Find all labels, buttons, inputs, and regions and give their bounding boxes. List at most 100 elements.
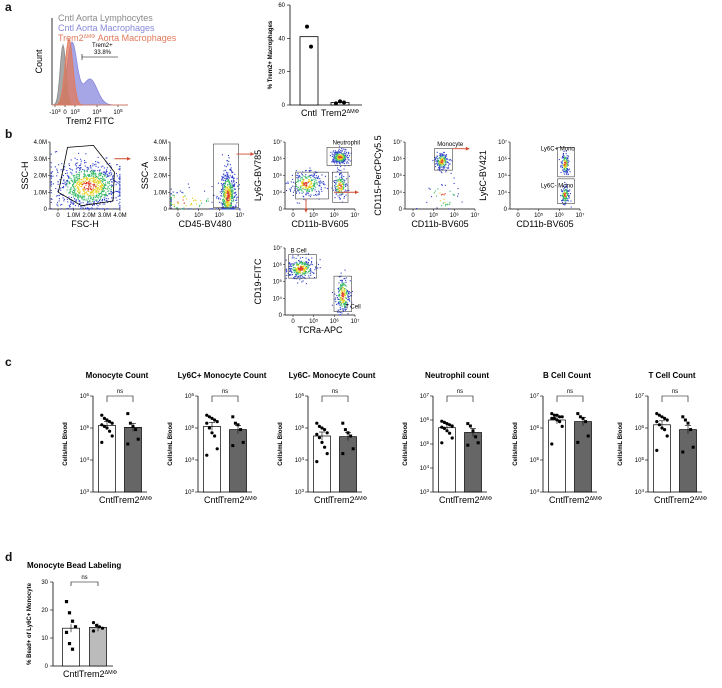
data-point [343,428,347,432]
chart-group-label: Cntl [99,495,115,505]
data-point [70,619,75,623]
data-point [442,426,446,430]
data-point [349,434,353,438]
flow-y-tick-label: 10⁷ [393,139,402,146]
data-point [440,441,444,445]
data-point [325,431,329,435]
data-point [213,418,217,422]
data-point [445,422,449,426]
data-point [558,420,562,424]
flow-y-tick-label: 0 [164,207,168,213]
bar-a-bar [299,36,319,106]
bar-a-point [334,101,338,106]
chart-title: T Cell Count [648,371,695,380]
flow-ylabel: Ly6G-BV785 [253,150,263,201]
flow-gate-label: Ly6C+ Mono [541,147,576,153]
flow-ylabel: Ly6C-BV421 [478,150,488,201]
flow-x-tick-label: 0 [176,213,180,219]
data-point [450,424,454,428]
data-point [210,416,214,420]
flow-y-tick-label: 10⁴ [393,189,403,196]
chart-monocyte-count: Monocyte Count 103 104 105 106 Cells/mL Blood… [63,371,153,505]
flow-density-cloud [558,150,572,208]
chart-y-tick-label: 104 [635,488,645,497]
chart-ylabel: Cells/mL Blood [63,422,69,466]
bar-a-point [305,24,309,29]
chart-y-tick-label: 105 [530,456,540,465]
chart-ylabel: % Bead+ of Ly6C+ Monocyte [27,582,33,664]
trem2-macrophage-bar-chart: 0 20 40 60 % Trem2+ Macrophages Cntl Trem2ΔMΦ [268,3,362,118]
flow-x-tick-label: 10⁷ [236,212,245,219]
data-point [67,611,72,615]
data-point [665,434,669,438]
flow-xlabel: CD11b-BV605 [411,219,468,229]
trem2-bar [229,429,247,493]
chart-ly6c-minus-monocyte-count: Ly6C- Monocyte Count 103 104 105 106 Cells/mL… [278,371,376,505]
gating-arrow-head [465,146,470,151]
flow-gate-box [332,171,349,203]
flow-x-tick-label: 10⁷ [351,212,360,219]
data-point [231,415,235,419]
flow-x-tick-label: 10⁵ [429,212,439,219]
flow-xlabel: CD45-BV480 [178,219,231,229]
flow-plot-cd115: 0 10⁴ 10⁵ 10⁶ 10⁷ 0 10⁵ 10⁶ 10⁷ CD115-PerCPCy5.5 C… [373,135,479,229]
flow-gate-box [557,178,575,204]
data-point [134,428,138,432]
flow-gate-label: Monocyte [437,142,464,148]
chart-group-label: Cntl [204,495,220,505]
panel-label-d: d [5,550,13,564]
data-point [215,420,219,424]
flow-y-tick-label: 3.0M [34,157,47,163]
chart-t-cell-count: T Cell Count 104 105 106 107 Cells/mL Blood Cn… [618,371,708,505]
data-point [102,424,106,428]
flow-x-tick-label: 4.0M [113,213,126,219]
flow-ylabel: SSC-A [140,162,150,190]
flow-y-tick-label: 10⁷ [273,139,282,146]
significance-bracket [661,395,689,402]
flow-x-tick-label: 10⁵ [309,212,319,219]
chart-ylabel: Cells/mL Blood [278,422,284,466]
chart-title: Monocyte Bead Labeling [27,561,121,570]
data-point [581,416,585,420]
data-point [236,423,240,427]
data-point [586,434,590,438]
data-point [448,423,452,427]
trem2-bar [679,429,697,493]
chart-y-tick-label: 106 [635,424,645,433]
trem2-bar [89,627,107,667]
gating-arrow-head [304,208,308,213]
chart-y-tick-label: 105 [80,424,90,433]
data-point [351,447,355,451]
data-point [231,444,235,448]
chart-group-label: Cntl [439,495,455,505]
chart-ylabel: Cells/mL Blood [403,422,409,466]
chart-neutrophil-count: Neutrophil count 103 104 105 106 107 Cells/mL … [403,371,493,505]
flow-y-tick-label: 0 [279,313,283,319]
data-point [560,424,564,428]
data-point [207,426,211,430]
data-point [215,447,219,451]
flow-plot-ly6g: 0 10⁴ 10⁵ 10⁶ 10⁷ 0 10⁵ 10⁶ 10⁷ Ly6G-BV785 CD11b-B… [253,139,360,229]
trem2-bar [124,427,142,493]
data-point [315,460,319,464]
data-point [445,429,449,433]
data-point [205,413,209,417]
chart-y-tick-label: 105 [295,424,305,433]
data-point [64,600,69,604]
data-point [94,623,99,627]
flow-y-tick-label: 0 [399,207,403,213]
chart-y-tick-label: 105 [185,424,195,433]
flow-y-tick-label: 0 [44,207,48,213]
chart-y-tick-label: 104 [420,464,430,473]
chart-y-tick-label: 105 [635,456,645,465]
flow-y-tick-label: 10⁵ [273,173,283,180]
data-point [560,415,564,419]
data-point [476,441,480,445]
flow-y-tick-label: 10⁷ [273,245,282,252]
flow-y-tick-label: 4.0M [34,140,47,146]
hist-x-tick-label: 103 [70,108,80,117]
flow-xlabel: CD11b-BV605 [516,219,573,229]
data-point [663,428,667,432]
data-point [317,424,321,428]
data-point [126,412,130,416]
